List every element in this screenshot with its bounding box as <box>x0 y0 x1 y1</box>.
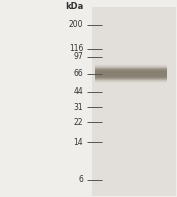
Bar <box>92 7 176 196</box>
Text: 200: 200 <box>69 20 83 29</box>
Text: 14: 14 <box>74 138 83 147</box>
Text: 6: 6 <box>78 175 83 184</box>
Text: 66: 66 <box>73 69 83 78</box>
Text: 44: 44 <box>73 87 83 96</box>
Text: kDa: kDa <box>65 2 83 11</box>
Text: 22: 22 <box>74 118 83 127</box>
Text: 31: 31 <box>74 103 83 112</box>
Text: 116: 116 <box>69 44 83 53</box>
Text: 97: 97 <box>73 52 83 61</box>
